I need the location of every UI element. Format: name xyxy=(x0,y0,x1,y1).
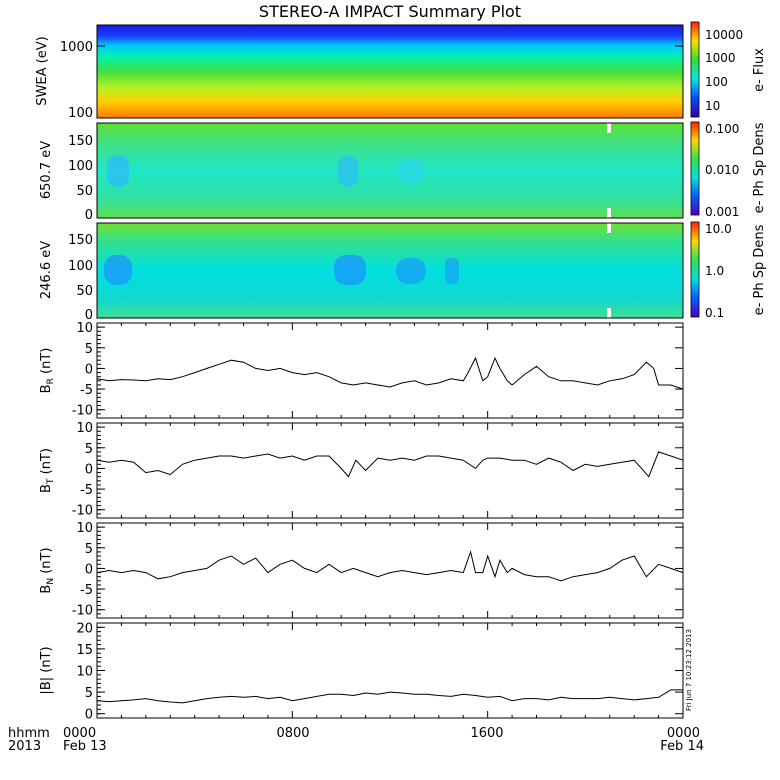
bmag-ytick-label: 10 xyxy=(76,665,93,680)
pad650-cb-label: e- Ph Sp Dens xyxy=(752,122,767,213)
pad246-ylabel: 246.6 eV xyxy=(39,241,54,299)
swea-ytick-100: 100 xyxy=(68,106,93,121)
pad650-colorbar xyxy=(690,121,700,216)
pad246-patch-2 xyxy=(334,255,366,285)
bn-frame xyxy=(96,522,684,619)
swea-y-ticks: 1000 100 xyxy=(60,40,683,121)
pad650-ytick-50: 50 xyxy=(76,184,93,199)
pad650-cb-tick-0.100: 0.100 xyxy=(705,122,739,136)
bmag-ytick-label: 15 xyxy=(76,643,93,658)
bt-ylabel: BT (nT) xyxy=(39,448,56,493)
swea-cb-tick-100: 100 xyxy=(705,75,728,89)
bt-series-line xyxy=(96,451,684,478)
br-ytick-label: 10 xyxy=(76,321,93,336)
pad650-heatmap xyxy=(97,123,683,218)
xtick-0000-end: 0000 xyxy=(667,726,700,741)
footer-year: 2013 xyxy=(8,739,41,754)
bmag-ylabel: |B| (nT) xyxy=(39,646,54,694)
swea-heatmap xyxy=(97,25,683,118)
swea-cb-tick-1000: 1000 xyxy=(705,51,736,65)
xtick-0000-start: 0000 xyxy=(63,726,96,741)
bt-ytick-label: 5 xyxy=(85,442,93,457)
plot-title: STEREO-A IMPACT Summary Plot xyxy=(259,2,521,21)
bn-ytick-label: -10 xyxy=(72,604,93,619)
xtick-1600: 1600 xyxy=(470,726,503,741)
pad650-frame xyxy=(96,122,684,219)
bt-ytick-label: -10 xyxy=(72,504,93,519)
pad246-cb-label: e- Ph Sp Dens xyxy=(752,224,767,315)
pad650-cb-tick-0.010: 0.010 xyxy=(705,163,739,177)
bmag-ytick-label: 20 xyxy=(76,621,93,636)
bt-ytick-label: 0 xyxy=(85,462,93,477)
xdate-feb14: Feb 14 xyxy=(660,739,704,754)
line-panels: 10 5 0 -5 -10 BR (nT) 10 5 0 -5 -10 BT (nT) 10 5 0 -5 -1… xyxy=(39,321,684,723)
swea-frame xyxy=(96,24,684,119)
pad246-ytick-50: 50 xyxy=(76,284,93,299)
pad650-patch-1 xyxy=(107,155,129,187)
swea-cb-label: e- Flux xyxy=(752,48,767,92)
pad246-cb-tick-10.0: 10.0 xyxy=(705,222,732,236)
bmag-series-line xyxy=(96,689,683,704)
pad246-cb-tick-0.1: 0.1 xyxy=(705,306,724,320)
bn-ytick-label: 0 xyxy=(85,562,93,577)
pad246-colorbar xyxy=(690,221,700,318)
pad650-ytick-0: 0 xyxy=(85,208,93,223)
pad246-ytick-150: 150 xyxy=(68,233,93,248)
bt-ytick-label: -5 xyxy=(80,483,93,498)
pad246-heatmap xyxy=(97,223,683,318)
pad246-ytick-100: 100 xyxy=(68,259,93,274)
bn-ytick-label: -5 xyxy=(80,583,93,598)
pad246-gap-top xyxy=(607,223,611,233)
br-frame xyxy=(96,322,684,419)
swea-cb-tick-10000: 10000 xyxy=(705,28,743,42)
swea-ylabel: SWEA (eV) xyxy=(35,36,50,105)
side-stamp: Fri Jun 7 10:23:12 2013 xyxy=(685,629,693,711)
pad246-cb-tick-1.0: 1.0 xyxy=(705,264,724,278)
panel-br: 10 5 0 -5 -10 BR (nT) xyxy=(39,321,684,419)
bn-series-line xyxy=(96,550,684,582)
bmag-frame xyxy=(96,622,684,719)
panel-swea: 1000 100 SWEA (eV) 10000 1000 100 10 e- … xyxy=(35,21,767,121)
br-ytick-label: -10 xyxy=(72,404,93,419)
pad650-ylabel: 650.7 eV xyxy=(39,141,54,199)
xtick-0800: 0800 xyxy=(276,726,309,741)
br-ytick-label: 5 xyxy=(85,342,93,357)
bmag-ytick-label: 5 xyxy=(85,686,93,701)
br-ylabel: BR (nT) xyxy=(39,348,56,394)
x-axis-footer: hhmm 2013 0000 0800 1600 0000 Feb 13 Feb… xyxy=(8,726,704,754)
xdate-feb13: Feb 13 xyxy=(63,739,107,754)
bn-ylabel: BN (nT) xyxy=(39,547,56,593)
pad650-cb-tick-0.001: 0.001 xyxy=(705,205,739,219)
panel-pad246: 150 100 50 0 246.6 eV 10.0 1.0 0.1 e- Ph… xyxy=(39,221,767,323)
panel-bt: 10 5 0 -5 -10 BT (nT) xyxy=(39,421,684,519)
pad246-patch-3 xyxy=(396,258,426,284)
br-series-line xyxy=(96,356,684,390)
br-ytick-label: 0 xyxy=(85,362,93,377)
pad650-ytick-150: 150 xyxy=(68,134,93,149)
bn-ytick-label: 5 xyxy=(85,542,93,557)
pad246-gap-bottom xyxy=(607,308,611,318)
swea-cb-tick-10: 10 xyxy=(705,99,720,113)
pad650-gap-top xyxy=(607,123,611,133)
pad246-patch-1 xyxy=(104,255,132,285)
panel-bmag: 20 15 10 5 0 |B| (nT) xyxy=(39,621,684,723)
pad246-frame xyxy=(96,222,684,319)
bt-ytick-label: 10 xyxy=(76,421,93,436)
br-ytick-label: -5 xyxy=(80,383,93,398)
pad650-gap-bottom xyxy=(607,208,611,218)
footer-hhmm: hhmm xyxy=(8,726,50,741)
pad650-patch-3 xyxy=(398,158,424,184)
swea-colorbar xyxy=(690,21,700,118)
panel-bn: 10 5 0 -5 -10 BN (nT) xyxy=(39,521,684,619)
pad650-patch-2 xyxy=(338,155,358,187)
pad650-ytick-100: 100 xyxy=(68,159,93,174)
pad246-patch-4 xyxy=(445,258,459,284)
pad246-ytick-0: 0 xyxy=(85,308,93,323)
bn-ytick-label: 10 xyxy=(76,521,93,536)
bmag-ytick-label: 0 xyxy=(85,708,93,723)
panel-pad650: 150 100 50 0 650.7 eV 0.100 0.010 0.001 … xyxy=(39,121,767,223)
bt-frame xyxy=(96,422,684,519)
swea-ytick-1000: 1000 xyxy=(60,40,93,55)
